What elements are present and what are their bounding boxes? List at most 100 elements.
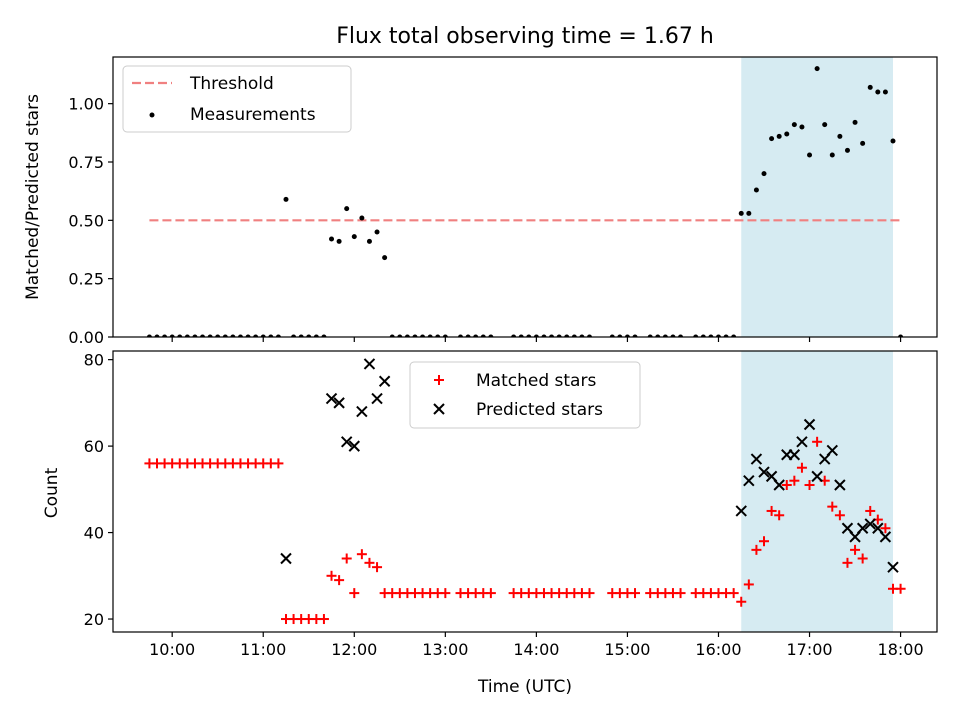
matched-star-point xyxy=(743,579,754,590)
count-legend: Matched stars Predicted stars xyxy=(409,361,641,429)
measurement-point xyxy=(814,66,820,72)
observing-window-shade xyxy=(741,351,893,632)
ratio-panel-ylabel: Matched/Predicted stars xyxy=(23,94,43,300)
x-tick-label: 16:00 xyxy=(695,640,741,659)
predicted-star-point xyxy=(743,474,755,487)
legend-box xyxy=(409,361,641,429)
x-tick-label: 17:00 xyxy=(786,640,832,659)
measurement-point xyxy=(473,334,479,337)
matched-star-point xyxy=(865,505,876,516)
matched-star-point xyxy=(796,462,807,473)
matched-star-point xyxy=(485,588,496,599)
measurement-point xyxy=(647,334,653,337)
measurement-point xyxy=(678,334,684,337)
measurement-point xyxy=(541,334,547,337)
measurement-point xyxy=(382,255,388,261)
measurement-point xyxy=(655,334,661,337)
matched-star-point xyxy=(751,544,762,555)
measurement-point xyxy=(784,131,790,137)
measurement-point xyxy=(336,238,342,244)
measurement-point xyxy=(404,334,410,337)
predicted-star-point xyxy=(803,418,816,431)
y-tick-label: 40 xyxy=(84,524,104,543)
measurement-point xyxy=(700,334,706,337)
count-panel-ylabel: Count xyxy=(42,467,62,518)
matched-star-point xyxy=(895,583,906,594)
measurement-point xyxy=(632,334,638,337)
legend-measurement-swatch xyxy=(149,112,155,118)
measurement-point xyxy=(715,334,721,337)
matched-star-point xyxy=(736,596,747,607)
figure-title: Flux total observing time = 1.67 h xyxy=(336,24,714,49)
matched-star-point xyxy=(857,553,868,564)
predicted-star-point xyxy=(340,436,353,448)
measurement-point xyxy=(192,334,198,337)
measurement-point xyxy=(738,210,744,216)
measurement-point xyxy=(465,334,471,337)
measurement-point xyxy=(366,238,372,244)
legend-matched-swatch xyxy=(434,375,444,385)
y-tick-label: 80 xyxy=(84,351,104,370)
measurement-point xyxy=(207,334,213,337)
predicted-star-point xyxy=(879,531,892,543)
x-tick-label: 18:00 xyxy=(878,640,924,659)
axes-frame xyxy=(112,56,938,338)
y-tick-label: 0.25 xyxy=(68,270,104,289)
measurement-point xyxy=(670,334,676,337)
predicted-star-point xyxy=(356,405,368,418)
measurement-point xyxy=(253,334,259,337)
legend-measurement-label: Measurements xyxy=(190,105,316,125)
measurement-point xyxy=(807,152,813,158)
measurement-point xyxy=(549,334,555,337)
axes-frame xyxy=(112,350,938,633)
matched-star-point xyxy=(842,557,853,568)
measurement-point xyxy=(230,334,236,337)
measurement-point xyxy=(412,334,418,337)
measurement-point xyxy=(852,119,858,125)
x-tick-label: 14:00 xyxy=(513,640,559,659)
matched-star-point xyxy=(584,588,595,599)
measurement-point xyxy=(708,334,714,337)
measurement-point xyxy=(898,334,904,337)
matched-star-point xyxy=(834,510,845,521)
predicted-star-point xyxy=(834,479,846,491)
matched-star-point xyxy=(850,544,861,555)
measurement-point xyxy=(518,334,524,337)
measurement-point xyxy=(321,334,327,337)
measurement-point xyxy=(268,334,274,337)
measurement-point xyxy=(882,89,888,95)
predicted-star-point xyxy=(333,397,345,409)
matched-star-point xyxy=(364,557,375,568)
predicted-star-point xyxy=(371,392,383,405)
measurement-point xyxy=(844,147,850,153)
matched-star-point xyxy=(326,570,337,581)
matched-star-point xyxy=(728,588,739,599)
y-tick-label: 0.00 xyxy=(68,328,104,347)
measurement-point xyxy=(571,334,577,337)
measurement-point xyxy=(586,334,592,337)
measurement-point xyxy=(283,196,289,202)
measurement-point xyxy=(761,171,767,177)
matched-star-point xyxy=(334,575,345,586)
y-tick-label: 0.50 xyxy=(68,211,104,230)
measurement-point xyxy=(351,234,357,240)
measurement-point xyxy=(344,206,350,212)
measurement-point xyxy=(435,334,441,337)
measurement-point xyxy=(146,334,152,337)
measurement-point xyxy=(275,334,281,337)
matched-star-point xyxy=(349,588,360,599)
measurement-point xyxy=(617,334,623,337)
ratio-panel: 0.00 0.25 0.50 0.75 1.00 Matched/Predicted s… xyxy=(23,56,938,347)
measurement-point xyxy=(731,334,737,337)
predicted-star-point xyxy=(856,522,869,534)
measurement-point xyxy=(746,210,752,216)
matched-star-point xyxy=(804,480,815,491)
measurement-point xyxy=(177,334,183,337)
observing-window-shade xyxy=(741,57,893,337)
measurement-point xyxy=(374,229,380,235)
legend-threshold-label: Threshold xyxy=(189,74,274,94)
measurement-point xyxy=(769,136,775,142)
measurement-point xyxy=(245,334,251,337)
predicted-star-point xyxy=(363,358,376,370)
y-tick-label: 1.00 xyxy=(68,95,104,114)
